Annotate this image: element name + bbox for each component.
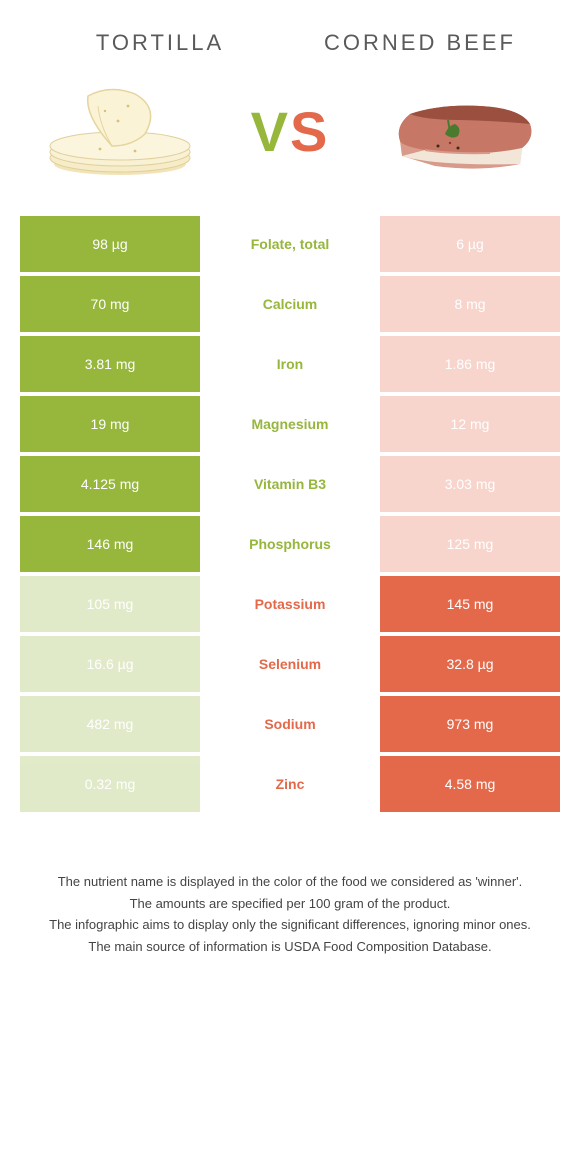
- nutrient-name-cell: Phosphorus: [204, 516, 376, 572]
- left-value-cell: 19 mg: [20, 396, 200, 452]
- footer-line: The amounts are specified per 100 gram o…: [30, 894, 550, 914]
- left-value-cell: 0.32 mg: [20, 756, 200, 812]
- left-value-cell: 98 µg: [20, 216, 200, 272]
- right-value-cell: 32.8 µg: [380, 636, 560, 692]
- corned-beef-image: [380, 76, 540, 186]
- right-value-cell: 4.58 mg: [380, 756, 560, 812]
- table-row: 19 mgMagnesium12 mg: [20, 396, 560, 452]
- table-row: 98 µgFolate, total6 µg: [20, 216, 560, 272]
- vs-v: V: [251, 100, 290, 163]
- tortilla-image: [40, 76, 200, 186]
- right-value-cell: 125 mg: [380, 516, 560, 572]
- nutrient-name-cell: Selenium: [204, 636, 376, 692]
- left-food-title: TORTILLA: [60, 30, 260, 56]
- nutrient-name-cell: Sodium: [204, 696, 376, 752]
- table-row: 16.6 µgSelenium32.8 µg: [20, 636, 560, 692]
- table-row: 70 mgCalcium8 mg: [20, 276, 560, 332]
- right-value-cell: 6 µg: [380, 216, 560, 272]
- vs-row: VS: [0, 76, 580, 216]
- table-row: 0.32 mgZinc4.58 mg: [20, 756, 560, 812]
- footer-line: The nutrient name is displayed in the co…: [30, 872, 550, 892]
- vs-label: VS: [251, 99, 330, 164]
- nutrient-name-cell: Folate, total: [204, 216, 376, 272]
- left-value-cell: 105 mg: [20, 576, 200, 632]
- right-value-cell: 145 mg: [380, 576, 560, 632]
- table-row: 146 mgPhosphorus125 mg: [20, 516, 560, 572]
- nutrient-name-cell: Calcium: [204, 276, 376, 332]
- table-row: 482 mgSodium973 mg: [20, 696, 560, 752]
- nutrient-name-cell: Potassium: [204, 576, 376, 632]
- footer-notes: The nutrient name is displayed in the co…: [30, 872, 550, 956]
- table-row: 105 mgPotassium145 mg: [20, 576, 560, 632]
- footer-line: The infographic aims to display only the…: [30, 915, 550, 935]
- table-row: 4.125 mgVitamin B33.03 mg: [20, 456, 560, 512]
- nutrient-name-cell: Vitamin B3: [204, 456, 376, 512]
- table-row: 3.81 mgIron1.86 mg: [20, 336, 560, 392]
- left-value-cell: 4.125 mg: [20, 456, 200, 512]
- footer-line: The main source of information is USDA F…: [30, 937, 550, 957]
- right-value-cell: 1.86 mg: [380, 336, 560, 392]
- left-value-cell: 146 mg: [20, 516, 200, 572]
- left-value-cell: 482 mg: [20, 696, 200, 752]
- right-value-cell: 8 mg: [380, 276, 560, 332]
- left-value-cell: 70 mg: [20, 276, 200, 332]
- left-value-cell: 16.6 µg: [20, 636, 200, 692]
- nutrient-name-cell: Iron: [204, 336, 376, 392]
- vs-s: S: [290, 100, 329, 163]
- right-value-cell: 3.03 mg: [380, 456, 560, 512]
- nutrient-name-cell: Magnesium: [204, 396, 376, 452]
- left-value-cell: 3.81 mg: [20, 336, 200, 392]
- right-value-cell: 12 mg: [380, 396, 560, 452]
- header: TORTILLA CORNED BEEF: [0, 0, 580, 76]
- nutrient-name-cell: Zinc: [204, 756, 376, 812]
- right-value-cell: 973 mg: [380, 696, 560, 752]
- nutrient-table: 98 µgFolate, total6 µg70 mgCalcium8 mg3.…: [20, 216, 560, 812]
- right-food-title: CORNED BEEF: [320, 30, 520, 55]
